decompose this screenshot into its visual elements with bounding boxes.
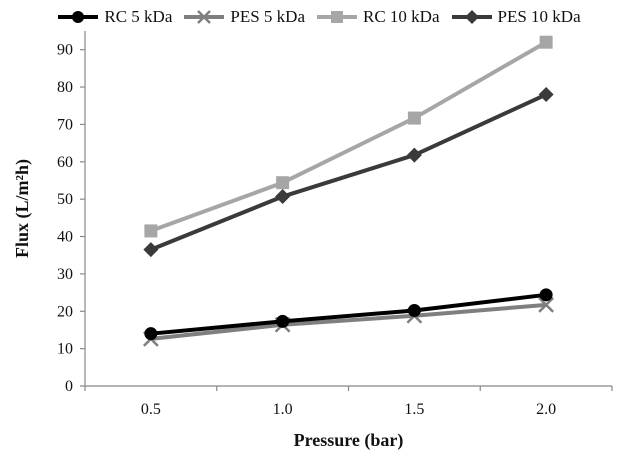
y-tick-label: 40 xyxy=(57,229,73,246)
y-axis-title: Flux (L/m²h) xyxy=(12,159,33,258)
y-tick-label: 50 xyxy=(57,191,73,208)
y-tick-label: 20 xyxy=(57,303,73,320)
legend: RC 5 kDa PES 5 kDa RC 10 kDa PES 10 kDa xyxy=(0,0,637,34)
x-tick-label: 2.0 xyxy=(536,401,556,418)
legend-item-rc-5kda: RC 5 kDa xyxy=(56,7,172,27)
y-tick-label: 10 xyxy=(57,341,73,358)
legend-item-rc-10kda: RC 10 kDa xyxy=(315,7,440,27)
series-line xyxy=(150,40,548,233)
legend-marker-x-icon xyxy=(184,10,225,24)
series-line xyxy=(150,292,547,336)
data-point-diamond xyxy=(538,87,554,103)
legend-item-pes-10kda: PES 10 kDa xyxy=(450,7,581,27)
legend-label: PES 5 kDa xyxy=(230,7,305,26)
x-axis-title: Pressure (bar) xyxy=(294,430,404,451)
y-tick-label: 90 xyxy=(57,42,73,59)
x-tick-label: 0.5 xyxy=(141,401,161,418)
data-point-circle xyxy=(407,304,421,318)
legend-label: RC 10 kDa xyxy=(363,7,440,26)
x-axis-ticks: 0.5 1.0 1.5 2.0 xyxy=(84,386,613,418)
data-point-square xyxy=(539,35,553,49)
data-point-circle xyxy=(539,288,553,302)
legend-label: PES 10 kDa xyxy=(497,7,581,26)
legend-item-pes-5kda: PES 5 kDa xyxy=(182,7,305,27)
legend-marker-square-icon xyxy=(317,11,357,23)
series-line xyxy=(150,302,547,341)
y-tick-label: 30 xyxy=(57,266,73,283)
x-tick-label: 1.0 xyxy=(273,401,293,418)
data-point-circle xyxy=(144,327,158,341)
data-point-square xyxy=(144,224,158,238)
data-point-diamond xyxy=(143,242,159,258)
series-layer xyxy=(142,35,555,347)
y-tick-label: 60 xyxy=(57,154,73,171)
series-line xyxy=(150,92,547,252)
x-tick-label: 1.5 xyxy=(404,401,424,418)
data-point-circle xyxy=(276,314,290,328)
y-tick-label: 80 xyxy=(57,79,73,96)
y-tick-label: 0 xyxy=(65,378,73,395)
legend-label: RC 5 kDa xyxy=(104,7,173,26)
data-point-diamond xyxy=(275,189,291,205)
y-axis-ticks: 0 10 20 30 40 50 60 70 80 90 xyxy=(57,42,85,395)
legend-marker-diamond-icon xyxy=(451,10,492,24)
legend-marker-circle-icon xyxy=(58,11,99,23)
y-tick-label: 70 xyxy=(57,116,73,133)
data-point-x xyxy=(538,297,555,313)
data-point-diamond xyxy=(406,147,422,163)
data-point-square xyxy=(407,111,421,125)
data-point-square xyxy=(276,176,290,190)
